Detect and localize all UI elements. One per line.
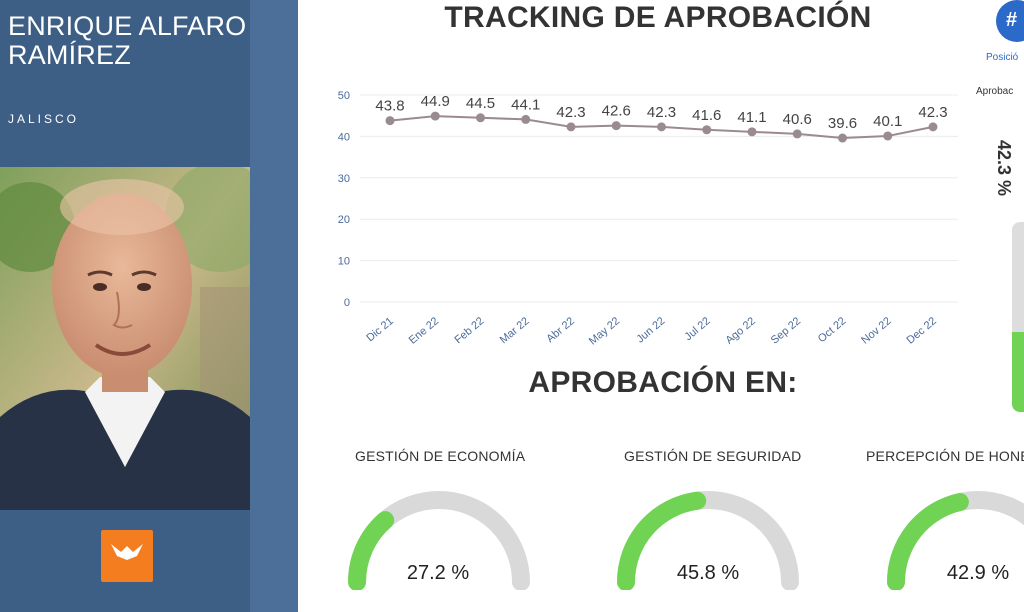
data-label: 42.6 [602, 103, 631, 120]
y-tick-label: 20 [338, 214, 350, 226]
data-label: 42.3 [556, 104, 585, 121]
data-label: 44.5 [466, 95, 495, 112]
y-tick-label: 40 [338, 131, 350, 143]
data-point [702, 125, 712, 135]
data-point [883, 131, 893, 141]
data-label: 44.1 [511, 96, 540, 113]
tracking-title: TRACKING DE APROBACIÓN [444, 1, 872, 34]
data-label: 40.6 [783, 111, 812, 128]
data-point [657, 122, 666, 132]
data-point [521, 114, 531, 124]
data-label: 40.1 [873, 113, 902, 130]
y-tick-label: 10 [338, 256, 350, 268]
gauge-value-economia: 27.2 % [406, 562, 470, 584]
data-point [792, 129, 802, 139]
x-tick-label: Jun 22 [634, 315, 667, 345]
state-name: JALISCO [8, 112, 80, 126]
gauge-value-honestidad: 42.9 % [946, 562, 1010, 584]
governor-photo [0, 167, 250, 510]
rank-label: Posició [986, 52, 1019, 63]
data-label: 41.6 [692, 107, 721, 124]
approval-tracking-chart: 0 10 20 30 40 50 43.8 44.9 44.5 44.1 42.3 42.6 42.3… [338, 90, 958, 347]
data-label: 43.8 [375, 98, 404, 115]
gauge-label-economia: GESTIÓN DE ECONOMÍA [355, 448, 526, 464]
x-tick-label: May 22 [587, 315, 622, 347]
side-approval-bar-fill [1012, 332, 1024, 412]
x-tick-label: Sep 22 [769, 315, 803, 347]
governor-name: ENRIQUE ALFARO RAMÍREZ [8, 11, 247, 70]
main-panel: TRACKING DE APROBACIÓN 0 10 20 30 40 50 43.8 4… [298, 0, 1024, 612]
gauge-economia [348, 491, 530, 590]
data-point [611, 121, 621, 131]
x-tick-label: Ago 22 [723, 315, 757, 347]
data-label: 42.3 [647, 104, 676, 121]
data-label: 44.9 [421, 93, 450, 110]
side-approval-label: Aprobac [976, 86, 1014, 97]
data-point [476, 113, 485, 123]
data-label: 42.3 [918, 104, 947, 121]
gauge-label-seguridad: GESTIÓN DE SEGURIDAD [624, 448, 802, 464]
x-tick-label: Oct 22 [816, 315, 849, 345]
data-label: 39.6 [828, 115, 857, 132]
x-tick-label: Dic 21 [364, 315, 396, 344]
x-tick-label: Feb 22 [452, 315, 486, 346]
data-point [928, 122, 938, 132]
sidebar-profile: ENRIQUE ALFARO RAMÍREZ JALISCO [0, 0, 298, 612]
y-tick-label: 50 [338, 90, 350, 102]
data-point [385, 116, 395, 126]
rank-badge: # [996, 0, 1024, 42]
x-tick-label: Jul 22 [682, 315, 712, 343]
gauge-label-honestidad: PERCEPCIÓN DE HONE [866, 448, 1024, 464]
data-point [747, 127, 757, 137]
side-approval-value: 42.3 % [994, 140, 1014, 197]
party-logo [101, 530, 153, 582]
gauge-honestidad [887, 491, 1024, 590]
gauge-fill [617, 491, 707, 590]
x-tick-label: Mar 22 [498, 315, 532, 346]
x-tick-label: Abr 22 [544, 315, 577, 345]
data-point [566, 122, 576, 132]
x-tick-label: Ene 22 [407, 315, 441, 347]
y-tick-label: 0 [344, 297, 350, 309]
gauge-value-seguridad: 45.8 % [676, 562, 740, 584]
approval-title: APROBACIÓN EN: [528, 366, 798, 399]
x-tick-label: Dec 22 [905, 315, 939, 347]
gauge-fill [348, 511, 395, 590]
gauge-seguridad [617, 491, 799, 590]
data-point [430, 111, 440, 121]
x-tick-label: Nov 22 [859, 315, 893, 347]
y-tick-label: 30 [338, 173, 350, 185]
gauge-fill [887, 493, 969, 590]
sidebar-divider-strip [250, 0, 298, 612]
data-label: 41.1 [737, 109, 766, 126]
data-point [838, 133, 847, 143]
